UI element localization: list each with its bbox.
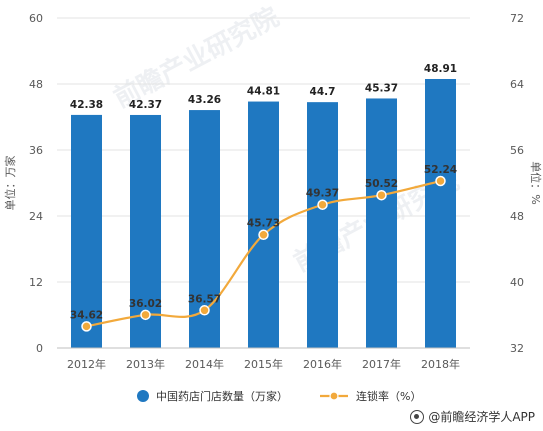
y2-axis-title: 单位：% <box>529 161 543 204</box>
line-point <box>435 175 446 187</box>
y2-tick-label: 40 <box>510 276 524 289</box>
y-tick-label: 12 <box>29 276 43 289</box>
legend-swatch-bar <box>137 390 149 402</box>
bar-data-label: 44.7 <box>310 86 336 98</box>
line-point <box>140 309 151 321</box>
x-tick-label: 2017年 <box>362 357 401 371</box>
x-tick-label: 2018年 <box>421 357 460 371</box>
bar <box>366 98 397 348</box>
x-tick-label: 2016年 <box>303 357 342 371</box>
y-tick-label: 36 <box>29 144 43 157</box>
line-data-label: 52.24 <box>424 164 457 176</box>
line-layer: 34.62 36.02 36.57 45.73 49.37 50.52 52.24 <box>70 164 457 332</box>
weibo-icon <box>410 410 425 424</box>
y-tick-label: 24 <box>29 210 43 223</box>
x-tick-label: 2013年 <box>126 357 165 371</box>
legend: 中国药店门店数量（万家） 连锁率（%） <box>137 389 421 403</box>
line-point <box>81 321 92 332</box>
bar <box>130 114 161 348</box>
bar <box>71 114 102 348</box>
bar <box>425 78 456 349</box>
bar-data-label: 48.91 <box>424 63 457 75</box>
line-data-label: 34.62 <box>70 309 103 321</box>
footer-credit: @前瞻经济学人APP <box>410 408 535 425</box>
y2-tick-label: 64 <box>510 78 524 91</box>
y-axis-title: 单位：万家 <box>3 156 17 211</box>
y-tick-label: 0 <box>36 342 43 355</box>
bar-data-label: 45.37 <box>365 82 398 94</box>
bar <box>307 102 338 349</box>
line-data-label: 36.02 <box>129 298 162 310</box>
line-data-label: 49.37 <box>306 188 339 200</box>
x-tick-label: 2012年 <box>67 357 106 371</box>
legend-label-bar: 中国药店门店数量（万家） <box>156 389 288 403</box>
legend-swatch-point <box>329 391 339 401</box>
y2-tick-label: 32 <box>510 342 524 355</box>
footer-text: @前瞻经济学人APP <box>428 410 535 424</box>
y-tick-label: 48 <box>29 78 43 91</box>
legend-label-line: 连锁率（%） <box>356 389 421 403</box>
line-data-label: 50.52 <box>365 178 398 190</box>
watermark-layer: 前瞻产业研究院前瞻产业研究院 <box>109 1 464 278</box>
line-point <box>376 189 387 201</box>
y-tick-label: 60 <box>29 12 43 25</box>
x-tick-label: 2015年 <box>244 357 283 371</box>
bar-data-label: 42.38 <box>70 99 103 111</box>
bars-layer: 42.38 42.37 43.26 44.81 44.7 45.37 48.91 <box>70 63 457 349</box>
bar-data-label: 44.81 <box>247 86 280 98</box>
y2-tick-label: 48 <box>510 210 524 223</box>
line-data-label: 36.57 <box>188 293 221 305</box>
axes-layer: 0 12 24 36 48 60 32 40 48 56 64 72 单位：万家 单位：% 2012年 201… <box>3 12 543 371</box>
line-data-label: 45.73 <box>247 218 280 230</box>
bar <box>248 101 279 348</box>
line-point <box>317 199 328 210</box>
x-tick-label: 2014年 <box>185 357 224 371</box>
line-point <box>199 305 210 316</box>
y2-tick-label: 56 <box>510 144 524 157</box>
y2-tick-label: 72 <box>510 12 524 25</box>
line-point <box>258 229 269 240</box>
bar-data-label: 42.37 <box>129 99 162 111</box>
bar-data-label: 43.26 <box>188 94 221 106</box>
